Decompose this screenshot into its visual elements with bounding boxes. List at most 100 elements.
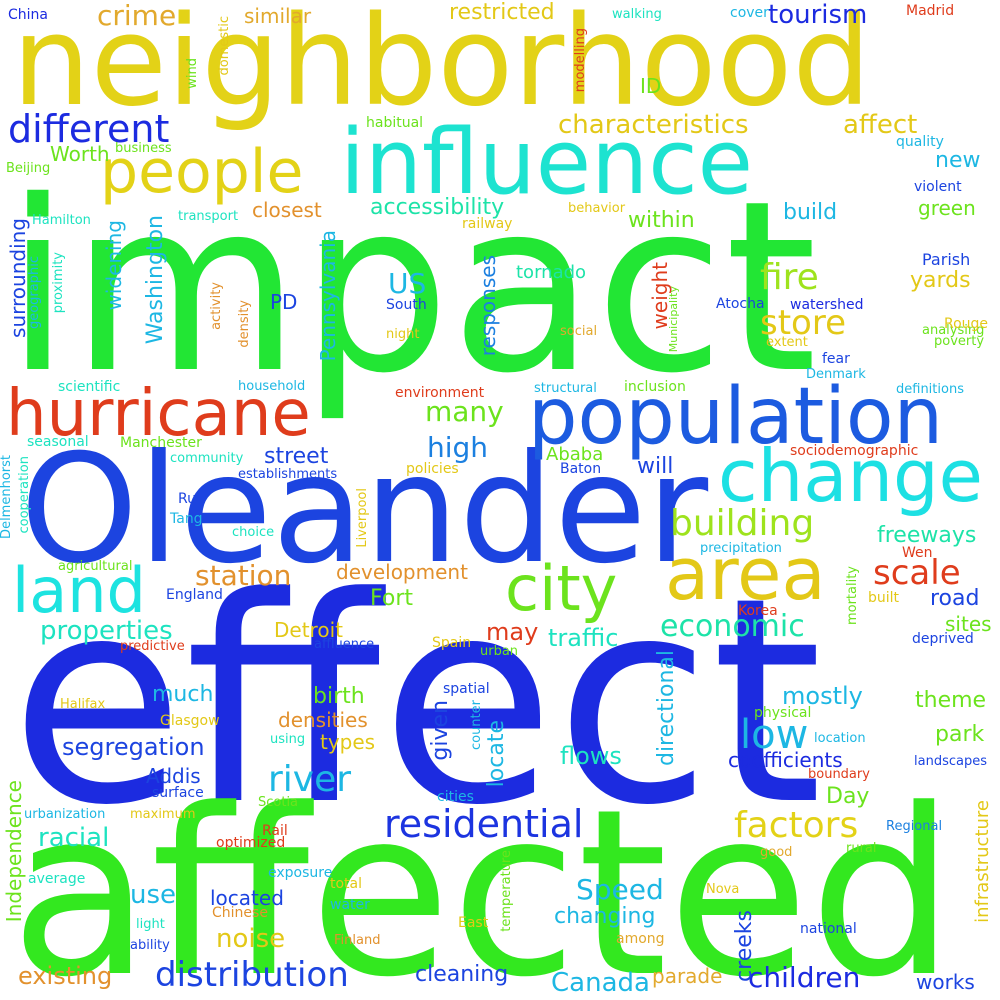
word-land: land: [12, 554, 146, 627]
word-us: US: [388, 267, 427, 300]
word-liverpool: Liverpool: [355, 488, 370, 548]
word-extent: extent: [766, 335, 808, 350]
word-nova: Nova: [706, 882, 740, 897]
word-tourism: tourism: [768, 0, 868, 30]
word-habitual: habitual: [366, 115, 424, 131]
word-economic: economic: [660, 609, 805, 644]
word-domestic: domestic: [217, 16, 232, 76]
word-accessibility: accessibility: [370, 195, 505, 220]
word-rural: rural: [846, 841, 877, 856]
word-surface: surface: [152, 785, 204, 801]
word-urbanization: urbanization: [24, 807, 106, 822]
word-low: low: [740, 712, 809, 758]
word-counter: counter: [469, 700, 484, 751]
word-korea: Korea: [738, 603, 778, 619]
word-establishments: establishments: [238, 467, 338, 482]
word-washington: Washington: [143, 215, 168, 345]
word-urban: urban: [480, 644, 519, 659]
word-given: given: [428, 700, 453, 761]
word-coefficients: coefficients: [728, 748, 843, 772]
word-density: density: [237, 300, 252, 348]
word-worth: Worth: [50, 142, 110, 166]
word-proximity: proximity: [51, 252, 66, 314]
word-racial: racial: [38, 823, 110, 853]
word-madrid: Madrid: [906, 3, 955, 19]
word-birth: birth: [313, 684, 365, 709]
word-park: park: [935, 722, 985, 747]
word-influence: influence: [340, 110, 754, 215]
word-existing: existing: [18, 962, 113, 990]
word-pd: PD: [270, 290, 298, 314]
word-creeks: creeks: [732, 910, 757, 982]
word-oleander: Oleander: [20, 423, 709, 597]
word-watershed: watershed: [790, 297, 864, 313]
word-business: business: [115, 141, 172, 156]
word-within: within: [628, 208, 695, 233]
word-landscapes: landscapes: [914, 754, 987, 769]
word-geographic: geographic: [27, 256, 42, 330]
word-halifax: Halifax: [60, 697, 106, 712]
word-detroit: Detroit: [274, 618, 343, 642]
word-street: street: [264, 444, 329, 469]
word-denmark: Denmark: [806, 367, 866, 382]
word-fire: fire: [760, 257, 819, 298]
word-infrastructure: infrastructure: [972, 800, 993, 923]
word-area: area: [665, 532, 826, 616]
word-atocha: Atocha: [716, 296, 765, 312]
word-definitions: definitions: [896, 382, 964, 397]
word-fort: Fort: [370, 586, 414, 611]
word-finland: Finland: [334, 933, 381, 948]
word-predictive: predictive: [120, 639, 185, 654]
word-sites: sites: [945, 612, 992, 636]
word-closest: closest: [252, 198, 322, 222]
word-inclusion: inclusion: [624, 379, 686, 395]
word-choice: choice: [232, 525, 275, 540]
word-much: much: [152, 682, 214, 707]
word-railway: railway: [462, 216, 513, 232]
word-store: store: [760, 303, 846, 343]
word-speed: Speed: [576, 873, 664, 906]
word-residential: residential: [384, 802, 584, 846]
word-independence: Independence: [2, 780, 26, 923]
word-mostly: mostly: [782, 682, 863, 710]
word-crime: crime: [97, 0, 177, 32]
word-development: development: [336, 560, 468, 584]
word-household: household: [238, 379, 306, 394]
word-temperature: temperature: [499, 850, 514, 932]
word-scotia: Scotia: [258, 795, 299, 810]
word-east: East: [458, 915, 489, 931]
word-national: national: [800, 921, 857, 937]
word-spatial: spatial: [443, 681, 490, 697]
word-surrounding: surrounding: [6, 218, 30, 338]
word-total: total: [330, 876, 363, 892]
word-exposure: exposure: [268, 865, 333, 881]
word-average: average: [28, 871, 86, 887]
word-day: Day: [826, 784, 870, 809]
word-neighborhood: neighborhood: [12, 0, 872, 134]
word-affect: affect: [843, 110, 918, 140]
word-baton: Baton: [560, 461, 602, 477]
word-building: building: [670, 503, 815, 544]
word-maximum: maximum: [130, 807, 196, 822]
word-water: water: [330, 897, 370, 913]
word-segregation: segregation: [62, 733, 205, 761]
word-city: city: [505, 552, 618, 625]
word-environment: environment: [395, 385, 485, 401]
word-traffic: traffic: [548, 624, 619, 652]
word-children: children: [748, 961, 861, 994]
word-community: community: [170, 451, 244, 466]
word-modelling: modelling: [573, 28, 588, 93]
word-rui: Rui: [178, 491, 200, 507]
word-municipality: Municipality: [667, 286, 680, 353]
word-chinese: Chinese: [212, 905, 268, 921]
word-cities: cities: [437, 789, 474, 805]
word-impact: impact: [5, 150, 818, 425]
word-cooperation: cooperation: [17, 456, 32, 534]
word-among: among: [616, 931, 665, 947]
word-seasonal: seasonal: [27, 434, 89, 450]
word-policies: policies: [406, 461, 459, 477]
word-widening: widening: [102, 220, 126, 311]
word-affluence: affluence: [314, 637, 375, 652]
word-use: use: [130, 880, 177, 910]
word-optimized: optimized: [216, 835, 286, 851]
